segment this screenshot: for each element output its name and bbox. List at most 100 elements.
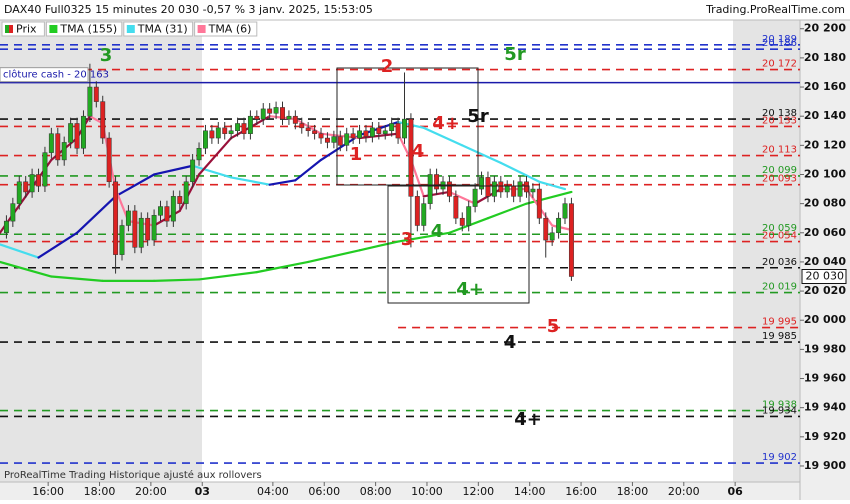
candle-body	[138, 217, 144, 248]
level-label: 19 902	[762, 452, 797, 463]
cash-close-label: clôture cash - 20 163	[3, 69, 109, 81]
candle-body	[421, 203, 427, 226]
moving-average-segment	[525, 190, 573, 205]
moving-average-segment	[197, 136, 233, 176]
candle-body	[376, 127, 382, 134]
candle-body	[312, 130, 318, 134]
candle-body	[209, 130, 215, 139]
candle-body	[16, 181, 22, 204]
candle-body	[125, 210, 131, 226]
level-label: 20 093	[762, 174, 797, 185]
x-tick-label: 12:00	[462, 485, 494, 498]
legend-box	[123, 21, 194, 37]
legend-swatch	[197, 25, 206, 33]
candle-body	[479, 177, 484, 190]
candle-body	[299, 123, 305, 129]
level-label: 20 036	[762, 257, 797, 268]
candle-body	[222, 127, 228, 134]
candle-body	[280, 107, 285, 120]
y-tick-label: 20 200	[804, 22, 846, 35]
candle-body	[344, 133, 350, 146]
y-tick-label: 20 040	[804, 255, 846, 268]
wave-annotation: 4	[412, 141, 425, 162]
legend-box	[45, 21, 123, 37]
candle-body	[350, 133, 356, 139]
level-label: 20 172	[762, 59, 797, 70]
candle-body	[254, 115, 260, 120]
y-tick-label: 20 100	[804, 167, 846, 180]
candle-body	[498, 181, 504, 193]
x-tick-label: 20:00	[135, 485, 167, 498]
wave-annotation: 5r	[504, 44, 526, 65]
candle-body	[459, 217, 465, 226]
candle-body	[530, 188, 536, 193]
previous-session-shade	[0, 20, 202, 482]
moving-average-segment	[152, 278, 201, 282]
y-tick-label: 19 960	[804, 372, 846, 385]
moving-average-segment	[294, 158, 323, 182]
x-tick-label: 03	[195, 485, 210, 498]
moving-average-segment	[486, 202, 528, 220]
wave-annotation: 4	[504, 332, 517, 353]
candle-body	[228, 130, 234, 134]
level-label: 20 054	[762, 231, 797, 242]
candle-body	[42, 152, 48, 187]
footer-note: ProRealTime Trading Historique ajusté au…	[4, 469, 262, 481]
candle-body	[170, 196, 176, 222]
x-tick-label: 14:00	[514, 485, 546, 498]
candle-body	[485, 177, 491, 197]
moving-average-segment	[551, 224, 573, 231]
moving-average-segment	[499, 161, 541, 183]
level-label: 20 113	[762, 145, 797, 156]
candle-body	[164, 206, 170, 222]
level-label: 20 189	[762, 34, 797, 45]
moving-average-segment	[114, 173, 156, 198]
y-tick-label: 20 000	[804, 313, 846, 326]
moving-average-segment	[538, 180, 567, 191]
moving-average-segment	[0, 243, 40, 259]
y-tick-label: 19 900	[804, 459, 846, 472]
candle-body	[235, 123, 241, 132]
y-tick-label: 20 160	[804, 80, 846, 93]
candle-body	[158, 206, 163, 216]
candle-body	[151, 215, 157, 241]
candle-body	[427, 174, 433, 204]
candle-body	[55, 133, 61, 161]
wave-annotation: 2	[381, 56, 394, 77]
level-label: 20 186	[762, 38, 797, 49]
moving-average-segment	[461, 144, 502, 164]
x-tick-label: 18:00	[84, 485, 116, 498]
candle-body	[369, 127, 375, 137]
candle-body	[543, 217, 549, 241]
candle-body	[3, 220, 9, 234]
candle-body	[331, 136, 337, 143]
candle-body	[292, 115, 298, 124]
candle-body	[177, 196, 183, 204]
x-axis-band	[0, 482, 800, 500]
candle-body	[68, 123, 74, 143]
candle-body	[93, 86, 99, 102]
next-session-shade	[733, 20, 800, 482]
x-tick-label: 06:00	[308, 485, 340, 498]
moving-average-segment	[396, 231, 451, 243]
candle-body	[10, 203, 16, 222]
candle-body	[36, 174, 41, 187]
candle-body	[203, 130, 208, 149]
candle-body	[215, 127, 221, 139]
candle-body	[511, 185, 517, 197]
wave-annotation: 3	[100, 45, 113, 66]
candle-body	[549, 232, 555, 241]
moving-average-segment	[75, 195, 117, 234]
y-tick-label: 20 180	[804, 51, 846, 64]
x-tick-label: 16:00	[32, 485, 64, 498]
last-price-box	[801, 269, 847, 285]
candle-body	[389, 123, 395, 132]
candle-body	[267, 108, 273, 114]
candle-body	[23, 181, 29, 193]
moving-average-segment	[358, 240, 400, 252]
candle-body	[318, 133, 324, 139]
level-label: 19 938	[762, 400, 797, 411]
candle-body	[183, 181, 189, 204]
candle-body	[363, 130, 369, 137]
candle-body	[145, 217, 151, 241]
